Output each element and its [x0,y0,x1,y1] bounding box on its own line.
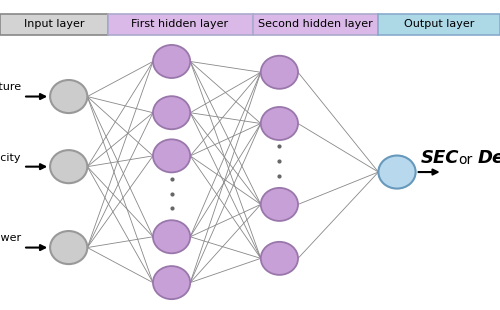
Ellipse shape [50,231,88,264]
Text: Input layer: Input layer [24,20,84,29]
Ellipse shape [378,156,416,188]
Ellipse shape [153,96,190,129]
Text: Second hidden layer: Second hidden layer [258,20,372,29]
Text: Output layer: Output layer [404,20,474,29]
Ellipse shape [261,188,298,221]
Text: Air temperature: Air temperature [0,82,20,92]
Ellipse shape [261,56,298,89]
Ellipse shape [50,150,88,183]
Ellipse shape [261,107,298,140]
Ellipse shape [153,45,190,78]
Text: Infrared power: Infrared power [0,233,20,243]
Text: or: or [458,153,473,167]
Ellipse shape [50,80,88,113]
Text: Air velocity: Air velocity [0,153,20,162]
Text: SEC: SEC [420,149,459,167]
Ellipse shape [153,220,190,253]
Ellipse shape [153,139,190,172]
Ellipse shape [261,242,298,275]
Ellipse shape [153,266,190,299]
Text: Deff: Deff [478,149,500,167]
Text: First hidden layer: First hidden layer [132,20,228,29]
